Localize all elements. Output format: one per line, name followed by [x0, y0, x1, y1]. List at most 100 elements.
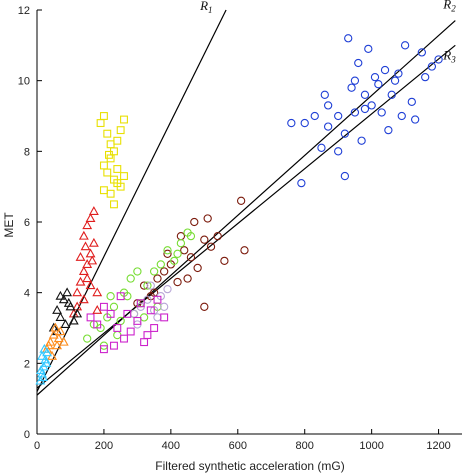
- data-point: [334, 147, 343, 156]
- x-tick-label: 1000: [359, 440, 383, 452]
- data-point: [50, 322, 61, 332]
- data-point: [153, 313, 162, 322]
- data-point: [193, 263, 202, 273]
- data-point: [323, 101, 333, 110]
- data-point: [58, 336, 69, 346]
- y-tick-label: 12: [18, 5, 30, 17]
- regression-line-subscript: 2: [451, 4, 456, 14]
- data-point: [146, 306, 155, 315]
- data-point: [149, 267, 159, 276]
- data-point: [55, 312, 66, 321]
- data-point: [99, 302, 108, 311]
- data-point: [320, 90, 329, 99]
- data-point: [62, 287, 73, 297]
- data-point: [287, 118, 296, 128]
- data-point: [63, 297, 74, 307]
- data-point: [99, 186, 108, 195]
- data-point: [200, 302, 209, 311]
- data-point: [203, 214, 212, 223]
- data-point: [186, 231, 196, 241]
- data-point: [48, 329, 59, 339]
- data-point: [85, 213, 96, 223]
- data-point: [113, 324, 122, 332]
- y-tick-label: 10: [18, 76, 30, 88]
- regression-line: [36, 20, 456, 396]
- data-point: [160, 313, 169, 322]
- data-point: [156, 260, 165, 269]
- data-point: [96, 119, 105, 128]
- data-point: [150, 324, 159, 332]
- data-point: [38, 372, 48, 382]
- data-point: [120, 115, 128, 124]
- data-point: [407, 97, 416, 107]
- data-point: [80, 241, 91, 251]
- data-point: [123, 309, 132, 318]
- data-point: [43, 340, 54, 350]
- data-point: [364, 44, 373, 54]
- data-point: [143, 281, 152, 290]
- data-point: [236, 196, 246, 205]
- data-point: [160, 302, 169, 311]
- data-point: [206, 242, 216, 251]
- y-tick-label: 2: [24, 358, 30, 370]
- data-point: [72, 287, 83, 297]
- data-point: [139, 313, 149, 322]
- y-tick-label: 6: [24, 217, 30, 229]
- data-point: [297, 178, 306, 188]
- data-point: [60, 319, 71, 329]
- x-tick-label: 200: [95, 440, 113, 452]
- data-point: [136, 299, 145, 308]
- x-tick-label: 400: [162, 440, 180, 452]
- data-point: [173, 249, 182, 258]
- data-point: [427, 62, 437, 71]
- data-point: [163, 249, 172, 258]
- data-point: [397, 111, 406, 121]
- y-tick-label: 0: [24, 429, 30, 441]
- data-point: [72, 308, 83, 318]
- x-tick-label: 0: [34, 440, 40, 452]
- x-tick-label: 1200: [426, 440, 450, 452]
- data-point: [200, 235, 209, 244]
- data-point: [82, 220, 93, 230]
- data-point: [390, 76, 400, 85]
- data-point: [384, 125, 393, 135]
- regression-line-subscript: 3: [450, 54, 456, 64]
- data-point: [93, 320, 102, 329]
- data-point: [360, 90, 370, 99]
- data-point: [340, 129, 350, 138]
- data-point: [99, 112, 108, 120]
- data-point: [106, 140, 115, 149]
- data-point: [78, 230, 89, 240]
- data-point: [52, 340, 63, 350]
- data-point: [213, 231, 222, 241]
- data-point: [350, 76, 360, 85]
- data-point: [176, 239, 186, 248]
- data-point: [87, 255, 98, 265]
- data-point: [421, 72, 430, 82]
- data-point: [129, 309, 139, 319]
- data-point: [41, 358, 52, 367]
- regression-line: [36, 44, 456, 389]
- data-point: [190, 217, 199, 227]
- data-point: [113, 165, 122, 173]
- data-point: [75, 252, 86, 261]
- data-point: [220, 256, 229, 266]
- x-tick-label: 800: [296, 440, 314, 452]
- data-point: [53, 333, 64, 343]
- data-point: [387, 90, 396, 99]
- data-point: [110, 341, 118, 350]
- data-point: [163, 284, 172, 294]
- data-point: [146, 281, 155, 290]
- data-point: [113, 330, 122, 340]
- data-point: [116, 126, 125, 135]
- data-point: [126, 327, 135, 336]
- data-point: [92, 287, 103, 297]
- data-point: [82, 273, 93, 283]
- data-point: [88, 206, 99, 215]
- data-point: [153, 295, 162, 304]
- data-point: [133, 316, 142, 325]
- data-point: [434, 55, 443, 64]
- y-tick-label: 8: [24, 146, 30, 158]
- data-point: [120, 334, 128, 343]
